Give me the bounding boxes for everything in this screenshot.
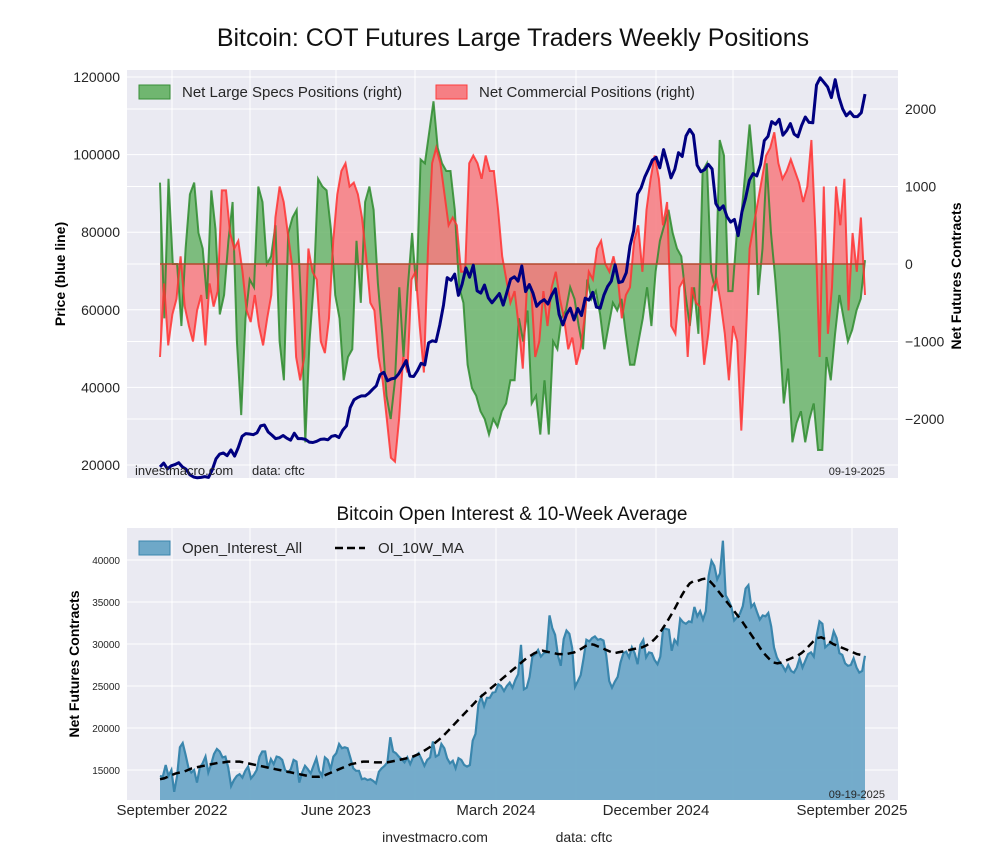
legend-label-open-interest: Open_Interest_All (182, 540, 302, 557)
bottom-ylabel: Net Futures Contracts (66, 590, 82, 737)
legend-label-specs: Net Large Specs Positions (right) (182, 84, 402, 101)
top-yticks-left: 120000 100000 80000 60000 40000 20000 (73, 69, 120, 473)
top-ylabel-left: Price (blue line) (52, 222, 68, 326)
commercial-line (159, 132, 866, 464)
top-areas (158, 76, 867, 480)
legend-swatch-specs (138, 84, 171, 100)
ma-line (159, 577, 866, 781)
top-ytick-left-label: 20000 (81, 457, 120, 473)
bottom-xtick-label: September 2025 (797, 802, 908, 819)
bottom-ytick-label: 35000 (92, 598, 120, 609)
legend-swatch-open-interest (138, 540, 171, 556)
top-legend: Net Large Specs Positions (right) Net Co… (138, 84, 695, 101)
bottom-areas (159, 540, 867, 800)
bottom-xtick-label: September 2022 (117, 802, 228, 819)
bottom-title: Bitcoin Open Interest & 10-Week Average (337, 504, 688, 525)
bottom-xticks: September 2022 June 2023 March 2024 Decembe… (117, 802, 908, 819)
bottom-yticks: 40000 35000 30000 25000 20000 15000 (92, 556, 120, 777)
top-ytick-right-label: −1000 (905, 334, 945, 350)
main-title: Bitcoin: COT Futures Large Traders Weekl… (217, 24, 809, 52)
bottom-footer-date: 09-19-2025 (829, 789, 885, 801)
top-ytick-left-label: 40000 (81, 379, 120, 395)
top-ytick-right-label: 2000 (905, 101, 936, 117)
bottom-xtick-label: June 2023 (301, 802, 371, 819)
bottom-ytick-label: 25000 (92, 682, 120, 693)
top-ytick-right-label: −2000 (905, 411, 945, 427)
top-ytick-right-label: 0 (905, 256, 913, 272)
bottom-legend: Open_Interest_All OI_10W_MA (138, 540, 464, 557)
page-footer-source: data: cftc (556, 829, 613, 845)
open-interest-area (160, 540, 865, 800)
top-footer-source: data: cftc (252, 463, 305, 478)
bottom-ytick-label: 20000 (92, 724, 120, 735)
page-footer-site: investmacro.com (382, 829, 488, 845)
bottom-xtick-label: December 2024 (603, 802, 710, 819)
top-ytick-right-label: 1000 (905, 179, 936, 195)
open-interest-line (159, 540, 867, 792)
legend-label-ma: OI_10W_MA (378, 540, 464, 557)
top-yticks-right: 2000 1000 0 −1000 −2000 (905, 101, 945, 427)
price-line (158, 76, 867, 480)
top-footer-site: investmacro.com (135, 463, 233, 478)
top-ytick-left-label: 120000 (73, 69, 120, 85)
top-footer-date: 09-19-2025 (829, 466, 885, 478)
top-ylabel-right: Net Futures Contracts (948, 202, 964, 349)
top-ytick-left-label: 100000 (73, 147, 120, 163)
bottom-ytick-label: 15000 (92, 766, 120, 777)
bottom-xtick-label: March 2024 (456, 802, 535, 819)
specs-line (159, 101, 866, 451)
bottom-ytick-label: 40000 (92, 556, 120, 567)
bottom-ytick-label: 30000 (92, 640, 120, 651)
legend-label-commercial: Net Commercial Positions (right) (479, 84, 695, 101)
top-ytick-left-label: 60000 (81, 302, 120, 318)
top-ytick-left-label: 80000 (81, 224, 120, 240)
legend-swatch-commercial (435, 84, 468, 100)
